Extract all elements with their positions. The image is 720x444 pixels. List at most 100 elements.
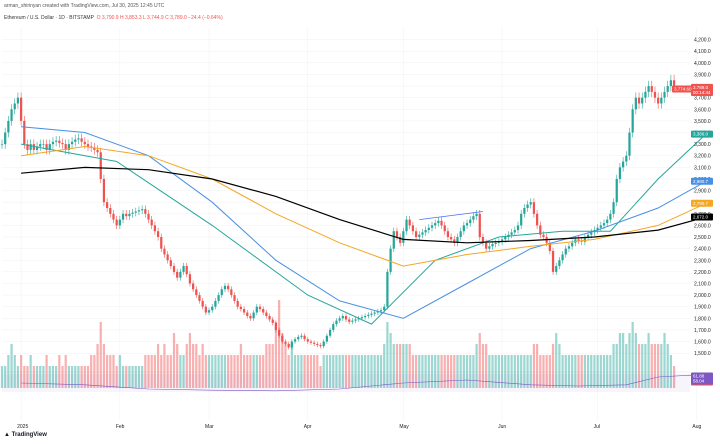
volume-bar <box>118 355 121 388</box>
candle-body <box>262 309 265 313</box>
candle-body <box>485 242 488 249</box>
volume-bar <box>13 355 16 388</box>
volume-bar <box>561 355 564 388</box>
x-tick-label: Apr <box>304 424 312 430</box>
volume-bar <box>211 355 214 388</box>
volume-bar <box>86 366 90 388</box>
volume-bar <box>268 344 271 388</box>
volume-bar <box>526 355 529 388</box>
y-tick-label: 1,900.0 <box>694 305 711 311</box>
candle-body <box>459 231 462 238</box>
candle-body <box>539 225 542 235</box>
candle-body <box>599 225 602 228</box>
y-tick-label: 3,600.0 <box>694 107 711 113</box>
volume-bar <box>290 344 293 388</box>
candle-body <box>621 161 625 168</box>
volume-bar <box>637 344 641 388</box>
candle-body <box>246 312 249 316</box>
candle-body <box>657 97 660 104</box>
volume-bar <box>357 355 360 388</box>
candle-body <box>383 306 386 311</box>
volume-bar <box>67 366 71 388</box>
candle-body <box>150 219 153 226</box>
candle-body <box>121 213 125 220</box>
volume-bar <box>414 355 418 388</box>
y-tick-label: 4,000.0 <box>694 61 711 67</box>
candle-body <box>497 241 501 243</box>
volume-bar <box>80 366 83 388</box>
y-tick-label: 3,200.0 <box>694 154 711 160</box>
candle-body <box>402 231 405 243</box>
volume-bar <box>223 355 227 388</box>
candle-body <box>166 254 169 261</box>
volume-bar <box>574 355 577 388</box>
candle-body <box>456 237 459 243</box>
candle-body <box>529 202 532 205</box>
volume-bar <box>666 344 669 388</box>
volume-bar <box>166 355 169 388</box>
volume-bar <box>535 344 539 388</box>
volume-bar <box>660 344 663 388</box>
candle-body <box>325 335 329 342</box>
candle-body <box>67 144 71 150</box>
volume-bar <box>641 344 644 388</box>
candle-body <box>641 97 644 104</box>
volume-bar <box>281 333 284 388</box>
candle-body <box>16 97 20 104</box>
volume-bar <box>399 344 402 388</box>
candle-body <box>227 285 230 290</box>
volume-bar <box>539 355 542 388</box>
candle-body <box>491 244 494 247</box>
volume-bar <box>10 344 13 388</box>
volume-bar <box>481 344 485 388</box>
price-label-text: 3,789.0 <box>693 85 709 90</box>
y-tick-label: 2,500.0 <box>694 235 711 241</box>
volume-bar <box>271 344 274 388</box>
volume-bar <box>214 355 217 388</box>
candle-body <box>596 227 599 231</box>
candle-body <box>392 231 395 249</box>
volume-bar <box>628 333 631 388</box>
time-axis: 2025 Feb Mar Apr May Jun Jul Aug <box>17 424 701 430</box>
candle-body <box>102 178 106 203</box>
volume-bar <box>593 355 596 388</box>
volume-bar <box>529 355 532 388</box>
volume-bar <box>497 355 501 388</box>
volume-bar <box>351 355 354 388</box>
candle-body <box>465 223 469 226</box>
price-label-bg <box>691 88 713 96</box>
volume-bar <box>558 344 561 388</box>
volume-bar <box>602 355 606 388</box>
volume-bar <box>344 355 348 388</box>
y-tick-label: 2,300.0 <box>694 258 711 264</box>
volume-bar <box>109 355 112 388</box>
candle-body <box>558 260 561 267</box>
candle-body <box>504 237 507 240</box>
y-tick-label: 2,900.0 <box>694 189 711 195</box>
volume-bar <box>201 344 204 388</box>
volume-bar <box>90 355 93 388</box>
volume-bar <box>586 355 590 388</box>
volume-bar <box>663 333 666 388</box>
volume-bar <box>462 355 465 388</box>
trendline <box>419 211 484 221</box>
volume-bar <box>316 355 319 388</box>
x-tick-label: 2025 <box>17 424 28 430</box>
candle-body <box>13 103 16 110</box>
candle-body <box>223 285 227 290</box>
volume-bar <box>609 355 612 388</box>
volume-bar <box>185 344 188 388</box>
volume-bar <box>227 355 230 388</box>
volume-bar <box>64 355 67 388</box>
symbol-row: Ethereum / U.S. Dollar · 1D · BITSTAMP O… <box>4 15 223 21</box>
volume-bar <box>48 366 51 388</box>
price-label: 00:14:44 <box>691 88 713 96</box>
volume-bar <box>564 355 567 388</box>
candle-body <box>80 138 83 142</box>
candle-body <box>513 230 516 233</box>
candle-body <box>615 178 618 203</box>
candle-body <box>488 246 491 249</box>
volume-bar <box>195 344 198 388</box>
candle-body <box>567 246 571 249</box>
